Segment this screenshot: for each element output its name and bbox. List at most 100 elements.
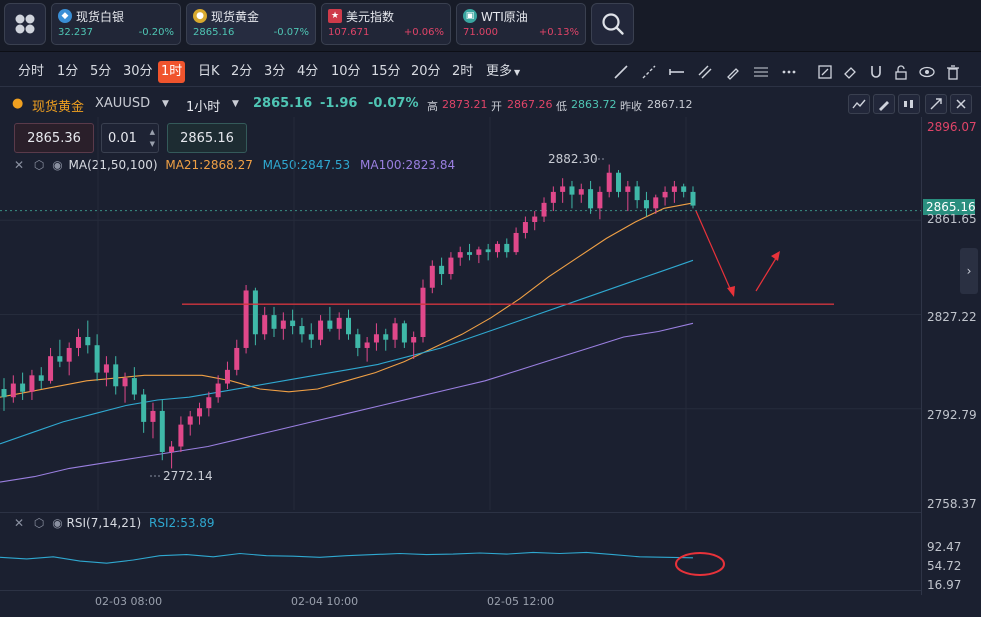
high-value: 2873.21 xyxy=(442,98,488,111)
ticker-wti[interactable]: ▣ WTI原油 71.000 +0.13% xyxy=(456,3,586,45)
candle-body xyxy=(494,243,500,253)
candle-body xyxy=(85,337,91,346)
rsi-chart[interactable] xyxy=(0,530,921,590)
fullscreen-button[interactable] xyxy=(925,94,947,114)
candle-body xyxy=(429,265,435,288)
ticker-silver[interactable]: ◆ 现货白银 32.237 -0.20% xyxy=(51,3,181,45)
tf-30m[interactable]: 30分 xyxy=(123,64,153,79)
lot-size-value: 0.01 xyxy=(108,130,137,146)
candle-body xyxy=(588,189,594,209)
time-axis xyxy=(0,590,921,617)
tf-4m[interactable]: 4分 xyxy=(297,64,319,79)
tf-1h[interactable]: 1时 xyxy=(158,61,186,83)
candle-body xyxy=(634,186,640,201)
lock-tool[interactable] xyxy=(892,63,910,81)
candle-body xyxy=(578,189,584,195)
high-price-label: 2882.30 xyxy=(548,152,598,166)
candle-body xyxy=(169,446,175,452)
eraser-tool[interactable] xyxy=(841,63,859,81)
magnet-tool[interactable] xyxy=(867,63,885,81)
search-icon xyxy=(601,13,624,35)
high-label: 高 xyxy=(427,100,438,113)
candle-body xyxy=(383,334,389,340)
rsi-visibility-icon[interactable]: ◉ xyxy=(52,516,63,530)
tf-2h[interactable]: 2时 xyxy=(452,64,474,79)
scroll-right-handle[interactable]: › xyxy=(960,248,978,294)
rsi-settings-icon[interactable]: ⬡ xyxy=(33,516,45,530)
candle-body xyxy=(476,249,482,255)
tf-5m[interactable]: 5分 xyxy=(90,64,112,79)
edit-tool[interactable] xyxy=(816,63,834,81)
tf-3m[interactable]: 3分 xyxy=(264,64,286,79)
candle-body xyxy=(197,408,203,417)
sell-price-button[interactable]: 2865.36 xyxy=(14,123,94,153)
ticker-name: 美元指数 xyxy=(346,9,395,24)
lot-stepper[interactable]: ▲ ▼ xyxy=(149,128,155,148)
candle-body xyxy=(513,232,519,253)
tf-15m[interactable]: 15分 xyxy=(371,64,401,79)
candle-body xyxy=(448,257,454,275)
candle-body xyxy=(560,186,566,192)
last-price-tag: 2865.16 xyxy=(923,199,976,215)
time-tick: 02-05 12:00 xyxy=(487,595,555,608)
channel-tool[interactable] xyxy=(696,63,714,81)
search-button[interactable] xyxy=(591,3,634,45)
candle-body xyxy=(681,186,687,192)
tf-more-label: 更多 xyxy=(486,64,513,79)
candle-body xyxy=(485,249,491,253)
symbol-code[interactable]: XAUUSD xyxy=(95,96,151,111)
period-caret-icon[interactable]: ▼ xyxy=(232,99,239,109)
candle-body xyxy=(215,383,221,398)
tf-1m[interactable]: 1分 xyxy=(57,64,79,79)
tf-2m[interactable]: 2分 xyxy=(231,64,253,79)
delete-tool[interactable] xyxy=(944,63,962,81)
lot-size-input[interactable]: 0.01 ▲ ▼ xyxy=(101,123,159,153)
low-label: 低 xyxy=(556,100,567,113)
candle-body xyxy=(308,334,314,340)
settings-icon[interactable]: ⬡ xyxy=(33,158,45,172)
pen-tool[interactable] xyxy=(724,63,742,81)
ma50-value: MA50:2847.53 xyxy=(262,158,351,172)
close-chart-button[interactable] xyxy=(950,94,972,114)
symbol-name[interactable]: 现货黄金 xyxy=(32,100,85,115)
candle-body xyxy=(75,337,81,348)
period-selector[interactable]: 1小时 xyxy=(186,100,221,115)
tf-20m[interactable]: 20分 xyxy=(411,64,441,79)
buy-price-button[interactable]: 2865.16 xyxy=(167,123,247,153)
visibility-icon[interactable]: ◉ xyxy=(52,158,63,172)
candle-body xyxy=(643,200,649,209)
candle-body xyxy=(336,317,342,329)
tf-10m[interactable]: 10分 xyxy=(331,64,361,79)
more-tools[interactable] xyxy=(780,63,798,81)
candle-body xyxy=(299,326,305,335)
channel-icon xyxy=(698,65,712,79)
visibility-tool[interactable] xyxy=(918,63,936,81)
candle-type-button[interactable] xyxy=(898,94,920,114)
app-menu-button[interactable] xyxy=(4,3,46,45)
ray-icon xyxy=(642,65,656,79)
symbol-caret-icon[interactable]: ▼ xyxy=(162,99,169,109)
more-dots-icon xyxy=(782,70,796,74)
indicator-button[interactable] xyxy=(848,94,870,114)
fibonacci-tool[interactable] xyxy=(752,63,770,81)
candlestick-icon xyxy=(904,100,913,108)
tf-fenshi[interactable]: 分时 xyxy=(18,64,45,79)
hide-indicator-icon[interactable]: ✕ xyxy=(14,158,25,172)
hide-rsi-icon[interactable]: ✕ xyxy=(14,516,25,530)
hline-tool[interactable] xyxy=(668,63,686,81)
tf-1d[interactable]: 日K xyxy=(198,64,220,79)
draw-button[interactable] xyxy=(873,94,895,114)
ticker-bar: ◆ 现货白银 32.237 -0.20% ● 现货黄金 2865.16 -0.07% ★… xyxy=(0,0,981,52)
low-price-label: 2772.14 xyxy=(163,469,213,483)
candle-body xyxy=(401,323,407,343)
tf-more[interactable]: 更多 ▼ xyxy=(483,61,523,83)
ticker-dxy[interactable]: ★ 美元指数 107.671 +0.06% xyxy=(321,3,451,45)
ray-tool[interactable] xyxy=(640,63,658,81)
price-tick: 2896.07 xyxy=(927,120,977,134)
ticker-gold[interactable]: ● 现货黄金 2865.16 -0.07% xyxy=(186,3,316,45)
price-chart[interactable]: 2882.30 2772.14 xyxy=(0,117,921,510)
trendline-tool[interactable] xyxy=(612,63,630,81)
ma21-value: MA21:2868.27 xyxy=(165,158,253,172)
gold-symbol-icon: ● xyxy=(12,96,24,111)
candle-body xyxy=(411,337,417,343)
